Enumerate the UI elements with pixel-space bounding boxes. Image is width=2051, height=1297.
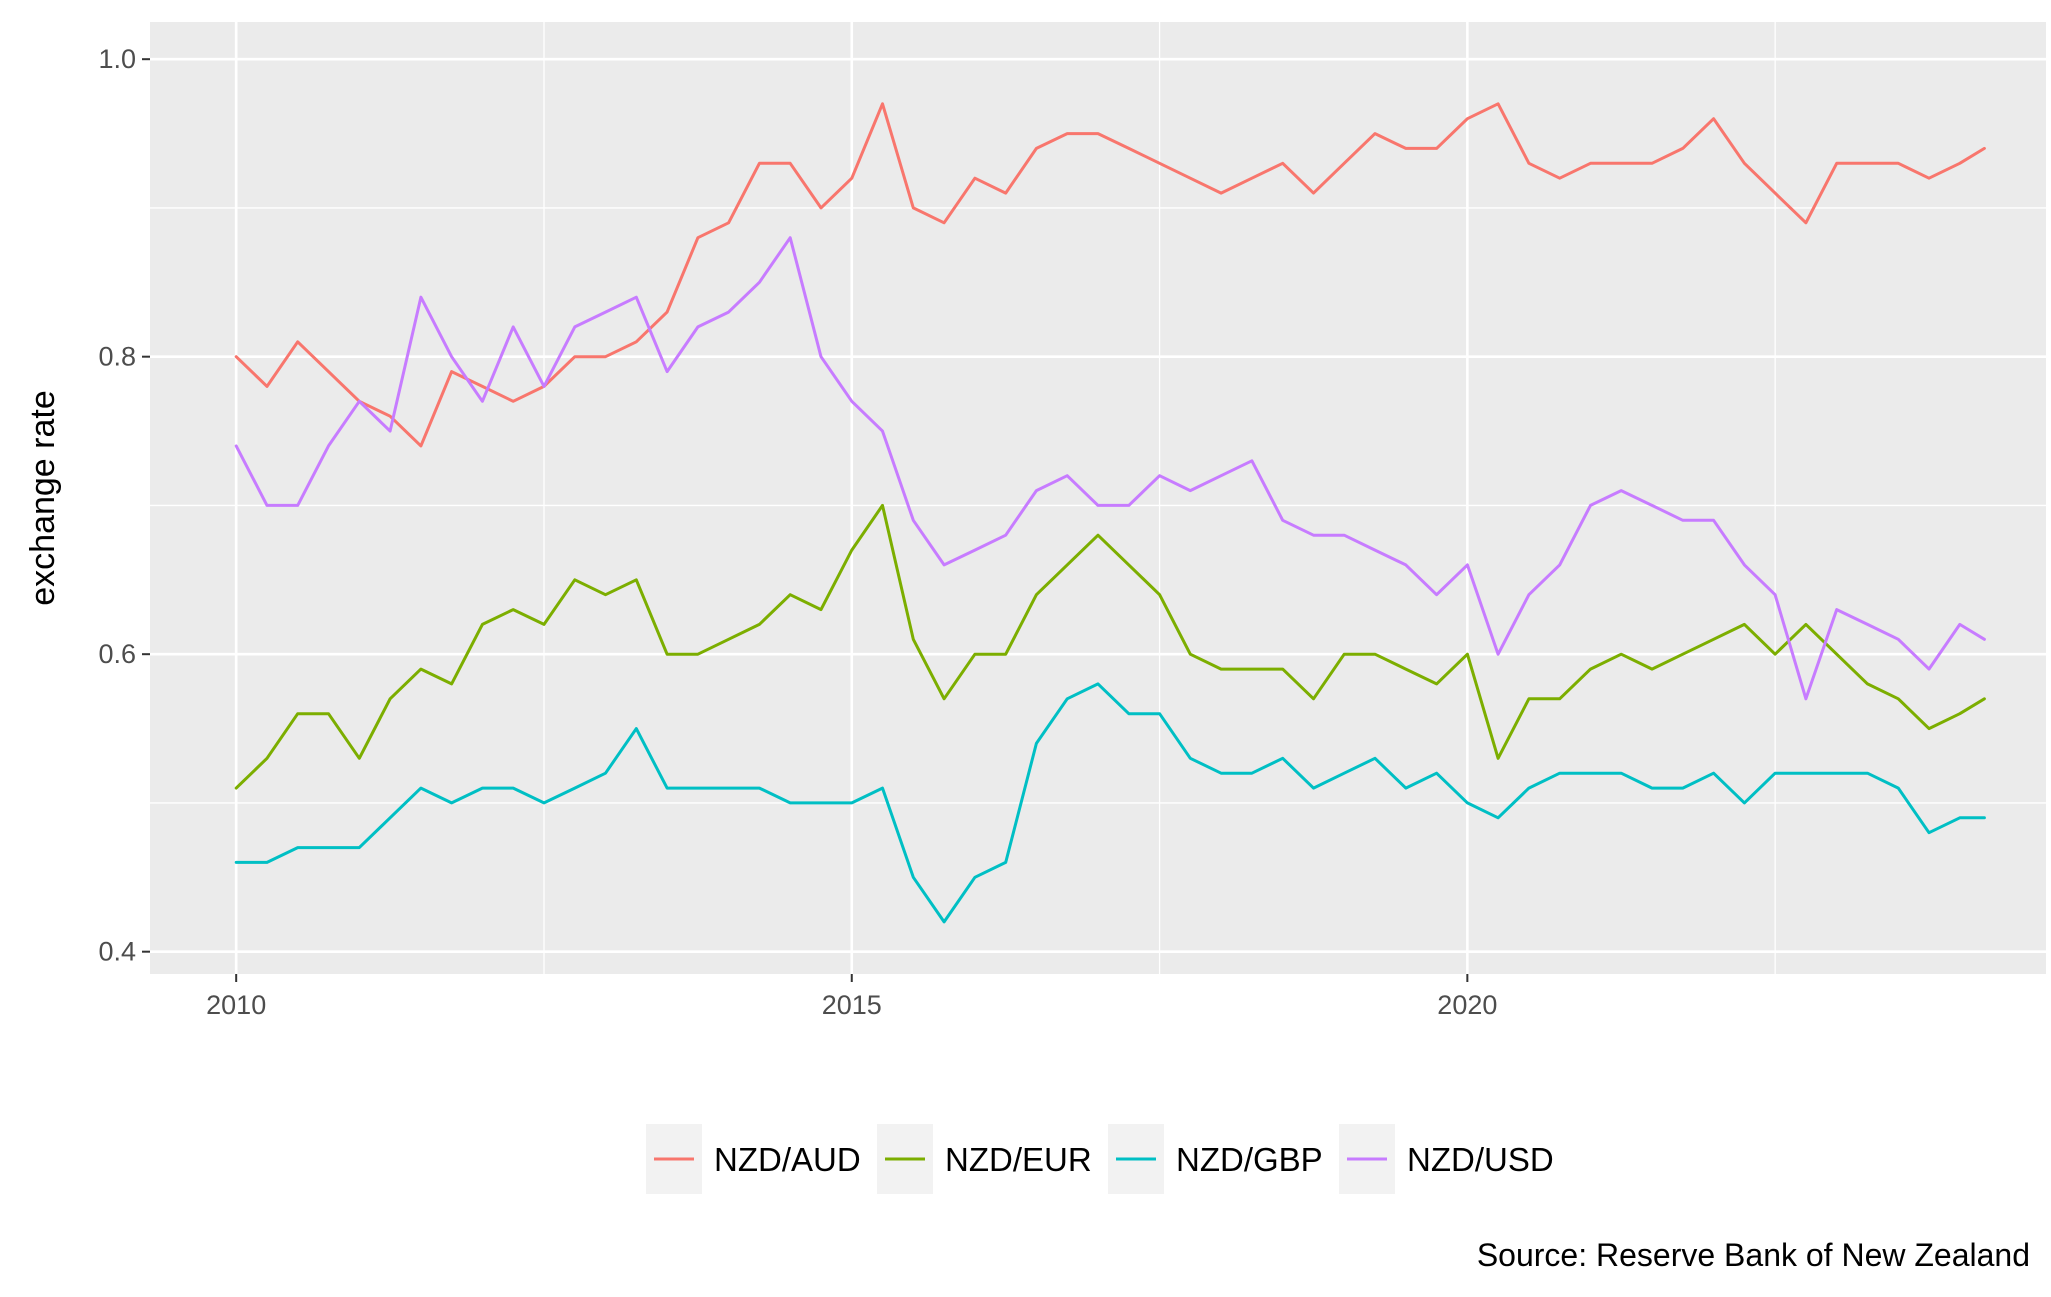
x-tick-labels: 2010 2015 2020 <box>206 990 1497 1020</box>
legend-item: NZD/GBP <box>1108 1124 1323 1194</box>
legend-label: NZD/USD <box>1407 1141 1554 1178</box>
y-tick-label: 1.0 <box>98 44 136 74</box>
x-tick-label: 2010 <box>206 990 266 1020</box>
y-tick-labels: 0.4 0.6 0.8 1.0 <box>98 44 136 967</box>
grid-major <box>150 22 2046 974</box>
legend-label: NZD/EUR <box>945 1141 1092 1178</box>
series-lines <box>234 102 1986 924</box>
y-tick-label: 0.6 <box>98 639 136 669</box>
y-axis-title: exchange rate <box>24 390 62 606</box>
series-line-nzd-eur <box>234 503 1986 790</box>
legend-item: NZD/EUR <box>877 1124 1092 1194</box>
grid-minor <box>150 22 2046 974</box>
series-line-nzd-gbp <box>234 682 1986 924</box>
axis-ticks <box>142 58 1469 982</box>
legend-label: NZD/GBP <box>1176 1141 1323 1178</box>
y-tick-label: 0.4 <box>98 937 136 967</box>
legend-label: NZD/AUD <box>714 1141 861 1178</box>
plot-panel <box>150 22 2046 974</box>
legend: NZD/AUD NZD/EUR NZD/GBP NZD/USD <box>646 1124 1554 1194</box>
legend-item: NZD/USD <box>1339 1124 1554 1194</box>
series-line-nzd-usd <box>234 236 1986 701</box>
source-caption: Source: Reserve Bank of New Zealand <box>1477 1237 2030 1273</box>
legend-item: NZD/AUD <box>646 1124 861 1194</box>
x-tick-label: 2020 <box>1437 990 1497 1020</box>
y-tick-label: 0.8 <box>98 342 136 372</box>
series-line-nzd-aud <box>234 102 1986 448</box>
x-tick-label: 2015 <box>822 990 882 1020</box>
